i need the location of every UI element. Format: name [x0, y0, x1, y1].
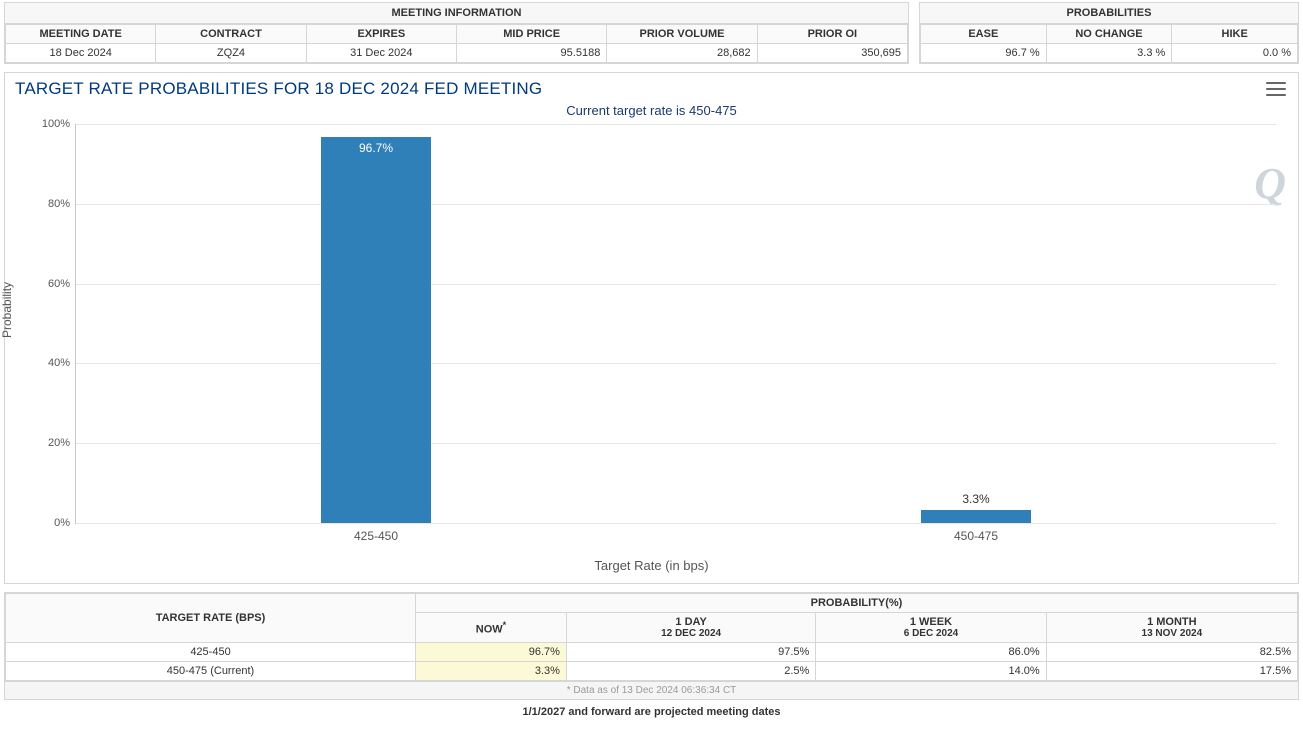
gridline [76, 124, 1276, 125]
mi-header: PRIOR VOLUME [607, 25, 757, 44]
gridline [76, 523, 1276, 524]
chart-bar[interactable]: 3.3% [921, 510, 1031, 523]
ytick-label: 60% [36, 278, 70, 290]
chart-ylabel: Probability [0, 282, 14, 338]
mi-header: CONTRACT [156, 25, 306, 44]
meeting-info-title: MEETING INFORMATION [5, 3, 908, 24]
gridline [76, 363, 1276, 364]
mi-header: EXPIRES [306, 25, 456, 44]
hist-prob-header: PROBABILITY(%) [416, 594, 1298, 613]
mi-cell: 18 Dec 2024 [6, 44, 156, 63]
hist-col-header: NOW* [416, 613, 567, 643]
hist-cell: 86.0% [816, 643, 1046, 662]
history-panel: TARGET RATE (BPS) PROBABILITY(%) NOW*1 D… [4, 592, 1299, 700]
hist-cell: 14.0% [816, 662, 1046, 681]
hist-col-header: 1 WEEK6 DEC 2024 [816, 613, 1046, 643]
hist-col-header: 1 DAY12 DEC 2024 [566, 613, 815, 643]
table-row: 425-45096.7%97.5%86.0%82.5% [6, 643, 1298, 662]
hist-footnote: * Data as of 13 Dec 2024 06:36:34 CT [5, 681, 1298, 699]
ytick-label: 40% [36, 357, 70, 369]
gridline [76, 443, 1276, 444]
ytick-label: 20% [36, 437, 70, 449]
probabilities-title: PROBABILITIES [920, 3, 1298, 24]
mi-cell: 31 Dec 2024 [306, 44, 456, 63]
meeting-info-panel: MEETING INFORMATION MEETING DATECONTRACT… [4, 2, 909, 64]
meeting-info-table: MEETING DATECONTRACTEXPIRESMID PRICEPRIO… [5, 24, 908, 63]
hist-cell: 3.3% [416, 662, 567, 681]
probabilities-table: EASENO CHANGEHIKE 96.7 %3.3 %0.0 % [920, 24, 1298, 63]
chart-subtitle: Current target rate is 450-475 [5, 103, 1298, 118]
xtick-label: 450-475 [896, 529, 1056, 543]
gridline [76, 284, 1276, 285]
hist-cell: 97.5% [566, 643, 815, 662]
table-row: 450-475 (Current)3.3%2.5%14.0%17.5% [6, 662, 1298, 681]
chart-plot-area: 0%20%40%60%80%100%96.7%425-4503.3%450-47… [75, 124, 1276, 524]
chart-panel: TARGET RATE PROBABILITIES FOR 18 DEC 202… [4, 72, 1299, 584]
mi-header: MEETING DATE [6, 25, 156, 44]
mi-cell: ZQZ4 [156, 44, 306, 63]
pi-header: HIKE [1172, 25, 1298, 44]
pi-header: NO CHANGE [1046, 25, 1172, 44]
mi-cell: 95.5188 [456, 44, 606, 63]
hist-row-label: 450-475 (Current) [6, 662, 416, 681]
ytick-label: 100% [36, 118, 70, 130]
chart-menu-icon[interactable] [1264, 79, 1288, 99]
chart-bar[interactable]: 96.7% [321, 137, 431, 523]
hist-cell: 82.5% [1046, 643, 1297, 662]
probabilities-panel: PROBABILITIES EASENO CHANGEHIKE 96.7 %3.… [919, 2, 1299, 64]
hist-target-header: TARGET RATE (BPS) [6, 594, 416, 643]
chart-title: TARGET RATE PROBABILITIES FOR 18 DEC 202… [15, 79, 542, 99]
mi-header: MID PRICE [456, 25, 606, 44]
hist-cell: 96.7% [416, 643, 567, 662]
ytick-label: 80% [36, 198, 70, 210]
mi-header: PRIOR OI [757, 25, 907, 44]
projected-note: 1/1/2027 and forward are projected meeti… [0, 700, 1303, 728]
pi-header: EASE [921, 25, 1047, 44]
hist-row-label: 425-450 [6, 643, 416, 662]
pi-cell: 0.0 % [1172, 44, 1298, 63]
mi-cell: 350,695 [757, 44, 907, 63]
hist-col-header: 1 MONTH13 NOV 2024 [1046, 613, 1297, 643]
hist-cell: 2.5% [566, 662, 815, 681]
pi-cell: 96.7 % [921, 44, 1047, 63]
mi-cell: 28,682 [607, 44, 757, 63]
hist-cell: 17.5% [1046, 662, 1297, 681]
chart-xlabel: Target Rate (in bps) [5, 558, 1298, 583]
bar-value-label: 3.3% [921, 492, 1031, 506]
ytick-label: 0% [36, 517, 70, 529]
bar-value-label: 96.7% [321, 141, 431, 155]
xtick-label: 425-450 [296, 529, 456, 543]
history-table: TARGET RATE (BPS) PROBABILITY(%) NOW*1 D… [5, 593, 1298, 681]
pi-cell: 3.3 % [1046, 44, 1172, 63]
gridline [76, 204, 1276, 205]
